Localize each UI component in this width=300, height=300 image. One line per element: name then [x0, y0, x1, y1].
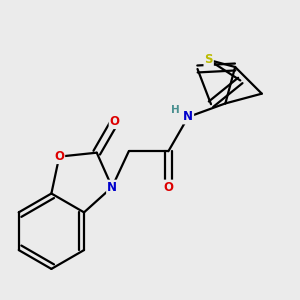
Text: N: N	[107, 181, 117, 194]
Text: O: O	[110, 115, 120, 128]
Text: N: N	[183, 110, 193, 124]
Text: H: H	[171, 105, 179, 115]
Text: O: O	[54, 150, 64, 163]
Text: S: S	[204, 53, 213, 66]
Text: O: O	[164, 181, 173, 194]
